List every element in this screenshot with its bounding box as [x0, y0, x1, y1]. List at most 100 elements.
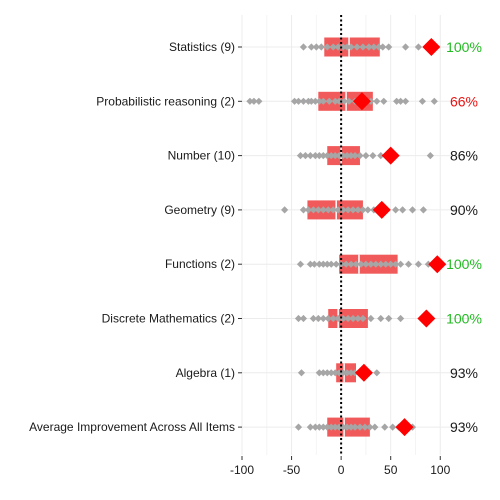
data-point — [356, 152, 364, 160]
data-point — [377, 152, 385, 160]
data-point — [414, 43, 423, 51]
mean-marker — [395, 418, 414, 437]
data-point — [319, 260, 327, 268]
data-point — [310, 260, 318, 268]
data-point — [347, 423, 355, 431]
data-point — [323, 260, 331, 268]
data-point — [331, 97, 339, 105]
data-point — [343, 43, 351, 51]
data-point — [353, 43, 361, 51]
mean-marker — [422, 38, 441, 56]
data-point — [290, 97, 299, 105]
data-point — [418, 97, 427, 105]
data-point — [325, 97, 333, 105]
category-label: Statistics (9) — [169, 40, 235, 54]
data-point — [377, 260, 385, 268]
data-point — [334, 43, 342, 51]
data-point — [347, 152, 355, 160]
row: Probabilistic reasoning (2) 66% — [96, 91, 478, 111]
data-point — [306, 260, 314, 268]
data-point — [393, 97, 401, 105]
data-point — [347, 43, 355, 51]
mean-marker — [352, 92, 371, 111]
data-point — [361, 423, 369, 431]
data-point — [255, 97, 263, 105]
data-point — [319, 97, 327, 105]
data-point — [408, 206, 417, 214]
data-point — [296, 260, 305, 268]
data-point — [319, 152, 327, 160]
data-point — [342, 260, 350, 268]
data-point — [299, 97, 308, 105]
data-point — [387, 260, 395, 268]
percent-label: 100% — [446, 256, 482, 272]
data-point — [339, 206, 347, 214]
category-label: Algebra (1) — [176, 366, 235, 380]
x-tick-label: 0 — [338, 463, 345, 477]
data-point — [315, 423, 323, 431]
data-point — [397, 97, 405, 105]
mean-marker — [381, 146, 400, 165]
data-point — [379, 43, 387, 51]
data-point — [309, 206, 317, 214]
data-point — [311, 423, 319, 431]
data-point — [375, 43, 383, 51]
data-point — [397, 314, 405, 323]
data-point — [329, 43, 337, 51]
row: Geometry (9) 90% — [164, 200, 478, 220]
data-point — [404, 260, 413, 268]
data-point — [311, 152, 319, 160]
data-point — [380, 97, 388, 105]
data-point — [323, 369, 331, 377]
data-point — [359, 206, 367, 214]
data-point — [401, 43, 410, 51]
data-point — [319, 423, 327, 431]
x-tick-label: 50 — [384, 463, 398, 477]
data-point — [340, 97, 348, 105]
data-point — [349, 314, 357, 323]
data-point — [335, 97, 343, 105]
data-point — [344, 314, 352, 323]
data-point — [426, 152, 434, 160]
data-point — [371, 423, 379, 431]
data-point — [296, 152, 305, 160]
x-tick-label: -50 — [283, 463, 301, 477]
data-point — [299, 206, 308, 214]
data-point — [331, 369, 339, 377]
row: Functions (2) 100% — [165, 254, 482, 274]
data-point — [401, 97, 410, 105]
percent-label: 100% — [446, 311, 482, 327]
data-point — [339, 43, 347, 51]
data-point — [356, 423, 364, 431]
row: Algebra (1) 93% — [176, 363, 478, 383]
data-point — [314, 206, 322, 214]
data-point — [281, 206, 289, 214]
mean-marker — [428, 255, 447, 274]
row: Statistics (9) 100% — [169, 37, 482, 57]
data-point — [345, 97, 353, 105]
percent-label: 66% — [450, 93, 478, 109]
data-point — [332, 260, 340, 268]
data-point — [351, 423, 359, 431]
percent-label: 93% — [450, 365, 478, 381]
data-point — [373, 97, 381, 105]
percent-label: 93% — [450, 419, 478, 435]
data-point — [373, 369, 381, 377]
data-point — [299, 314, 308, 323]
data-point — [382, 260, 390, 268]
data-point — [397, 260, 405, 268]
data-point — [319, 369, 327, 377]
data-point — [329, 206, 337, 214]
data-point — [362, 152, 370, 160]
data-point — [335, 152, 343, 160]
data-point — [372, 260, 380, 268]
x-tick-label: 100 — [430, 463, 450, 477]
data-point — [334, 314, 342, 323]
data-point — [311, 97, 319, 105]
data-point — [367, 314, 375, 323]
data-point — [307, 97, 315, 105]
data-point — [301, 152, 310, 160]
data-point — [327, 260, 335, 268]
data-point — [370, 43, 378, 51]
